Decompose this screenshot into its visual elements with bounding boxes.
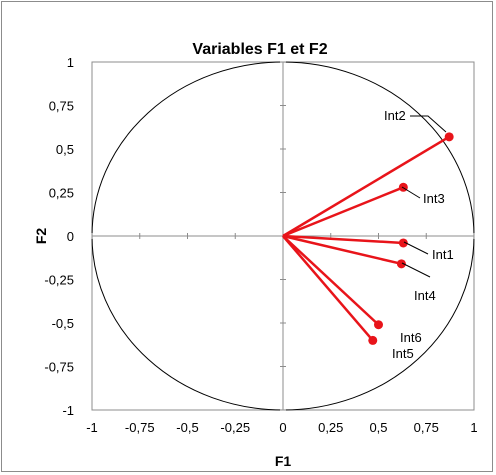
x-tick-label: -0,25 — [220, 420, 250, 435]
y-tick-label: 0,75 — [49, 99, 74, 114]
y-tick-label: -1 — [62, 403, 74, 418]
y-tick-label: 0,25 — [49, 186, 74, 201]
label-int2: Int2 — [384, 108, 406, 123]
vector-int5 — [282, 235, 374, 342]
point-int1 — [398, 238, 408, 248]
y-axis-title: F2 — [33, 228, 49, 245]
variable-vectors — [282, 132, 454, 345]
leader-int3 — [401, 186, 421, 199]
chart-title: Variables F1 et F2 — [192, 41, 327, 58]
x-tick-label: 1 — [470, 420, 477, 435]
label-int3: Int3 — [423, 191, 445, 206]
point-int4 — [396, 259, 406, 269]
x-tick-label: 0 — [279, 420, 286, 435]
vector-int1 — [282, 234, 404, 245]
x-tick-label: 0,75 — [414, 420, 439, 435]
y-tick-label: -0,5 — [52, 316, 74, 331]
point-int5 — [368, 335, 378, 345]
y-tick-label: -0,25 — [44, 273, 74, 288]
y-tick-label: 1 — [67, 55, 74, 70]
x-tick-label: -1 — [86, 420, 98, 435]
leader-int1 — [403, 241, 429, 255]
x-axis-title: F1 — [275, 453, 292, 469]
label-int1: Int1 — [432, 247, 454, 262]
leader-int2 — [410, 115, 447, 133]
y-tick-label: -0,75 — [44, 360, 74, 375]
vector-int4 — [282, 234, 402, 266]
point-int6 — [374, 320, 383, 330]
label-int4: Int4 — [414, 288, 436, 303]
leader-int4 — [401, 262, 431, 278]
y-tick-label: 0 — [67, 229, 74, 244]
point-int2 — [444, 132, 454, 142]
tick-labels: -1 -0,75 -0,5 -0,25 0 0,25 0,5 0,75 1 1 0,75 0,5 0,2… — [44, 55, 477, 435]
vector-int2 — [282, 135, 450, 238]
x-tick-label: 0,5 — [369, 420, 387, 435]
vector-int6 — [282, 235, 380, 326]
x-tick-label: -0,5 — [176, 420, 198, 435]
label-int5: Int5 — [392, 346, 414, 361]
label-int6: Int6 — [400, 330, 422, 345]
x-tick-label: -0,75 — [125, 420, 155, 435]
y-tick-label: 0,5 — [56, 142, 74, 157]
vector-int3 — [282, 186, 404, 238]
x-tick-label: 0,25 — [318, 420, 343, 435]
